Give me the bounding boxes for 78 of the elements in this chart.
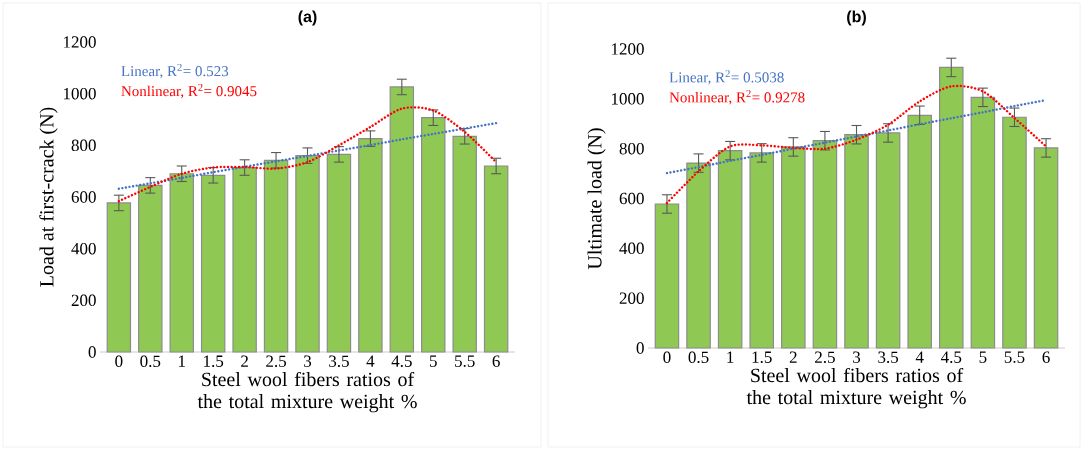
- y-tick-label: 1000: [611, 93, 644, 105]
- text: Linear, R$^{2}$= 0.523: [121, 63, 229, 79]
- bar: [1033, 147, 1059, 349]
- bar: [295, 155, 320, 353]
- bar: [483, 165, 509, 353]
- x-tick-label: 0: [663, 351, 671, 363]
- x-tick-label: 5: [979, 351, 987, 363]
- text: Linear, R$^{2}$= 0.5038: [669, 70, 784, 85]
- bar: [106, 202, 132, 353]
- y-tick-label: 800: [619, 142, 644, 155]
- bar: [875, 132, 901, 349]
- bar: [970, 96, 996, 349]
- bar: [358, 138, 383, 353]
- x-tick-label: 4.5: [940, 351, 962, 363]
- bar: [232, 166, 257, 353]
- x-tick-label: 4: [915, 351, 924, 363]
- x-tick-label: 5: [429, 355, 437, 367]
- y-tick-label: 400: [619, 242, 644, 255]
- text: Nonlinear, R$^{2}$= 0.9045: [121, 83, 257, 99]
- x-tick-label: 2.5: [266, 355, 287, 368]
- x-tick-label: 2.5: [815, 351, 835, 364]
- line-series: [665, 84, 1048, 205]
- x-tick-label: 3.5: [878, 351, 899, 364]
- y-tick-label: 600: [619, 192, 644, 205]
- bar: [654, 203, 680, 349]
- y-axis-title: Load at first-crack (N): [39, 107, 58, 287]
- bar: [749, 152, 775, 349]
- bar: [938, 66, 964, 349]
- x-tick-label: 0: [115, 355, 123, 367]
- x-tick-label: 2: [241, 355, 248, 367]
- x-tick-label: 3: [853, 351, 861, 363]
- y-tick-label: 1000: [63, 87, 96, 100]
- x-tick-label: 4.5: [391, 355, 412, 367]
- bar: [781, 146, 806, 349]
- bar: [1002, 116, 1027, 349]
- x-tick-label: 5.5: [455, 355, 475, 367]
- bar: [200, 174, 226, 353]
- bar: [421, 117, 446, 353]
- x-tick-label: 2: [789, 351, 797, 363]
- y-tick-label: 800: [71, 139, 96, 152]
- bar: [452, 135, 477, 353]
- x-tick-label: 1.5: [204, 355, 224, 367]
- bar: [389, 86, 415, 353]
- x-tick-label: 5.5: [1004, 351, 1025, 363]
- x-tick-label: 1.5: [752, 351, 772, 363]
- bar: [844, 134, 869, 349]
- bar: [326, 153, 352, 353]
- x-axis-title: Steel wool fibers ratios of the total mixture weight %: [197, 371, 417, 413]
- chart-title: (b): [847, 10, 866, 26]
- x-tick-label: 3.5: [329, 355, 349, 368]
- y-tick-label: 200: [71, 294, 96, 307]
- y-tick-label: 200: [619, 292, 644, 304]
- chart-title: (a): [298, 10, 317, 26]
- x-tick-label: 4: [366, 355, 375, 367]
- bar: [263, 159, 289, 353]
- text: Nonlinear, R$^{2}$= 0.9278: [669, 90, 805, 105]
- bar: [169, 173, 194, 353]
- y-tick-label: 1200: [611, 43, 644, 55]
- x-tick-label: 1: [178, 355, 185, 367]
- y-axis-title: Ultimate load (N): [587, 128, 606, 270]
- y-tick-label: 600: [71, 191, 96, 203]
- bar: [138, 184, 163, 353]
- x-tick-label: 3: [304, 355, 312, 367]
- bar: [907, 114, 932, 349]
- bar: [717, 150, 743, 349]
- y-tick-label: 0: [636, 342, 644, 354]
- bar: [686, 162, 711, 349]
- x-tick-label: 6: [492, 355, 500, 367]
- line-series: [117, 106, 498, 203]
- x-tick-label: 0.5: [140, 355, 161, 368]
- x-axis-title: Steel wool fibers ratios of the total mixture weight %: [746, 367, 966, 409]
- x-tick-label: 1: [727, 351, 734, 363]
- x-tick-label: 6: [1042, 351, 1050, 363]
- x-tick-label: 0.5: [688, 351, 709, 364]
- bar: [812, 140, 838, 349]
- line-series: [117, 121, 498, 190]
- y-tick-label: 1200: [63, 36, 96, 48]
- y-tick-label: 400: [71, 242, 96, 255]
